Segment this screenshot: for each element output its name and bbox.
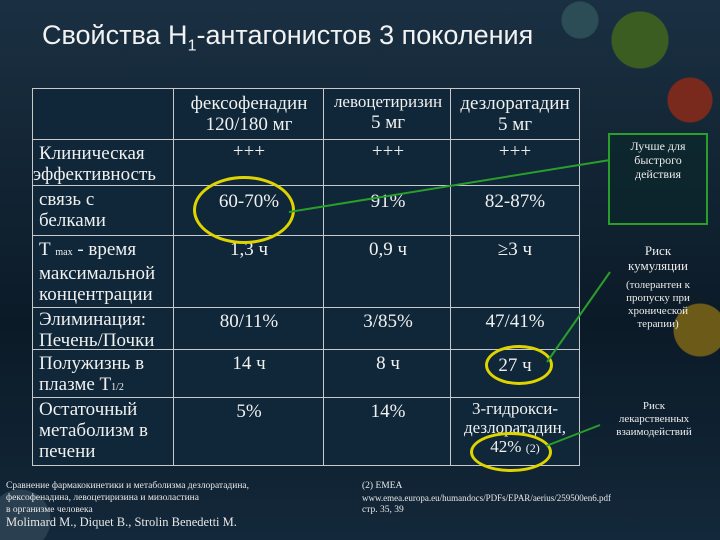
highlight-circle-metabolism [470,432,552,472]
cell-protein-deslo: 82-87% [484,191,546,212]
cell-halflife-levo: 8 ч [376,353,400,374]
cell-protein-levo: 91% [370,191,406,212]
callout-interactions: Риск лекарственных взаимодействий [616,400,692,438]
cell-elim-deslo: 47/41% [485,311,545,332]
cell-efficacy-levo: +++ [371,141,405,162]
header-levocetirizine: левоцетиризин 5 мг [333,92,443,133]
footer-reference-left: Сравнение фармакокинетики и метаболизма … [6,481,250,529]
header-fexofenadine: фексофенадин 120/180 мг [190,93,308,135]
cell-tmax-levo: 0,9 ч [368,239,408,260]
cell-tmax-deslo: ≥3 ч [497,239,533,260]
cell-efficacy-fexo: +++ [232,141,266,162]
header-desloratadine: дезлоратадин 5 мг [460,93,570,135]
callout-cumulation: Риск кумуляции (толерантен к пропуску при … [626,243,690,330]
comparison-table: фексофенадин 120/180 мг левоцетиризин 5 мг… [32,88,580,466]
highlight-circle-halflife [485,345,553,385]
row-label-protein: связь с белками [39,189,106,231]
cell-tmax-fexo: 1,3 ч [229,239,269,260]
footer-reference-right: (2) EMEA www.emea.europa.eu/humandocs/PDF… [362,481,612,515]
cell-elim-fexo: 80/11% [219,311,279,332]
row-label-tmax: Т max - время максимальной концентрации [39,239,156,305]
highlight-circle-protein [193,176,295,244]
cell-elim-levo: 3/85% [363,311,413,332]
row-label-elimination: Элиминация: Печень/Почки [39,309,155,351]
row-label-halflife: Полужизнь в плазме Т1/2 [39,353,145,395]
row-label-metabolism: Остаточный метаболизм в печени [39,399,148,462]
callout-fast-action: Лучше для быстрого действия [608,133,708,225]
cell-efficacy-deslo: +++ [498,141,532,162]
cell-halflife-fexo: 14 ч [232,353,266,374]
row-label-efficacy: Клиническая эффективность [33,143,156,185]
cell-metab-fexo: 5% [236,401,262,422]
cell-metab-levo: 14% [370,401,406,422]
slide-title: Свойства H1-антагонистов 3 поколения [42,20,534,55]
